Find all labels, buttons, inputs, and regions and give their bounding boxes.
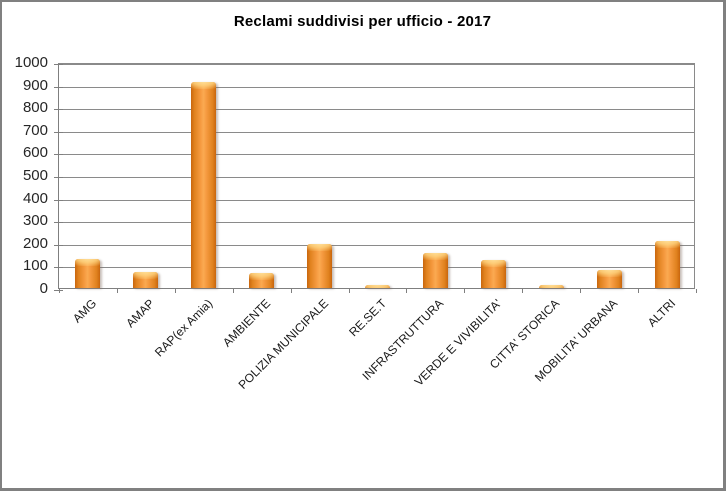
bar-infrastruttura [422, 252, 448, 288]
y-axis-tick-label-900: 900 [22, 76, 48, 94]
bar-polizia-municipale [307, 243, 333, 288]
x-tick-mark [522, 289, 524, 293]
gridline-y-100 [59, 267, 694, 269]
y-axis-tick-label-200: 200 [22, 234, 48, 252]
x-tick-mark [59, 289, 60, 293]
x-tick-mark [580, 289, 582, 293]
y-tick-mark [54, 154, 63, 156]
y-tick-mark [54, 86, 63, 88]
bar-altri [654, 240, 680, 288]
y-tick-mark [54, 109, 63, 111]
gridline-y-700 [59, 131, 694, 133]
y-axis-tick-label-0: 0 [39, 280, 48, 297]
x-tick-mark [464, 289, 466, 293]
x-tick-mark [290, 289, 292, 293]
y-axis-tick-label-800: 800 [22, 99, 48, 117]
bar-verde-e-vivibilita- [480, 259, 506, 288]
y-axis-tick-label-1000: 1000 [14, 54, 48, 71]
x-tick-mark [638, 289, 640, 293]
bar-mobilita-urbana [596, 270, 622, 288]
y-tick-mark [54, 290, 63, 291]
x-tick-mark [174, 289, 176, 293]
y-axis-tick-label-100: 100 [22, 257, 48, 275]
y-tick-mark [54, 222, 63, 224]
y-axis-tick-label-500: 500 [22, 167, 48, 184]
gridline-y-900 [59, 86, 694, 88]
x-tick-mark [348, 289, 350, 293]
x-tick-mark [116, 289, 118, 293]
x-tick-mark [232, 289, 234, 293]
y-axis-tick-label-400: 400 [22, 189, 48, 207]
bar-amap [133, 272, 159, 288]
gridline-y-1000 [59, 64, 694, 65]
gridline-y-200 [59, 244, 694, 246]
y-tick-mark [54, 64, 63, 65]
y-axis-tick-label-600: 600 [22, 144, 48, 162]
gridline-y-800 [59, 109, 694, 111]
y-tick-mark [54, 177, 63, 178]
gridline-y-400 [59, 199, 694, 201]
bar-rap-ex-amia- [191, 82, 217, 288]
y-tick-mark [54, 199, 63, 201]
bar-citta-storica [538, 285, 564, 288]
gridline-y-500 [59, 177, 694, 178]
gridline-y-300 [59, 222, 694, 224]
bar-ambiente [249, 273, 275, 288]
y-axis-tick-label-300: 300 [22, 212, 48, 230]
y-tick-mark [54, 131, 63, 133]
bar-re-se-t [365, 285, 390, 288]
y-tick-mark [54, 267, 63, 269]
x-tick-mark [696, 289, 697, 293]
chart-title: Reclami suddivisi per ufficio - 2017 [233, 13, 492, 30]
x-tick-mark [406, 289, 408, 293]
gridline-y-600 [59, 154, 694, 156]
bar-amg [75, 258, 101, 288]
y-tick-mark [54, 244, 63, 246]
y-axis-tick-label-700: 700 [22, 121, 48, 139]
plot-area [54, 63, 697, 293]
